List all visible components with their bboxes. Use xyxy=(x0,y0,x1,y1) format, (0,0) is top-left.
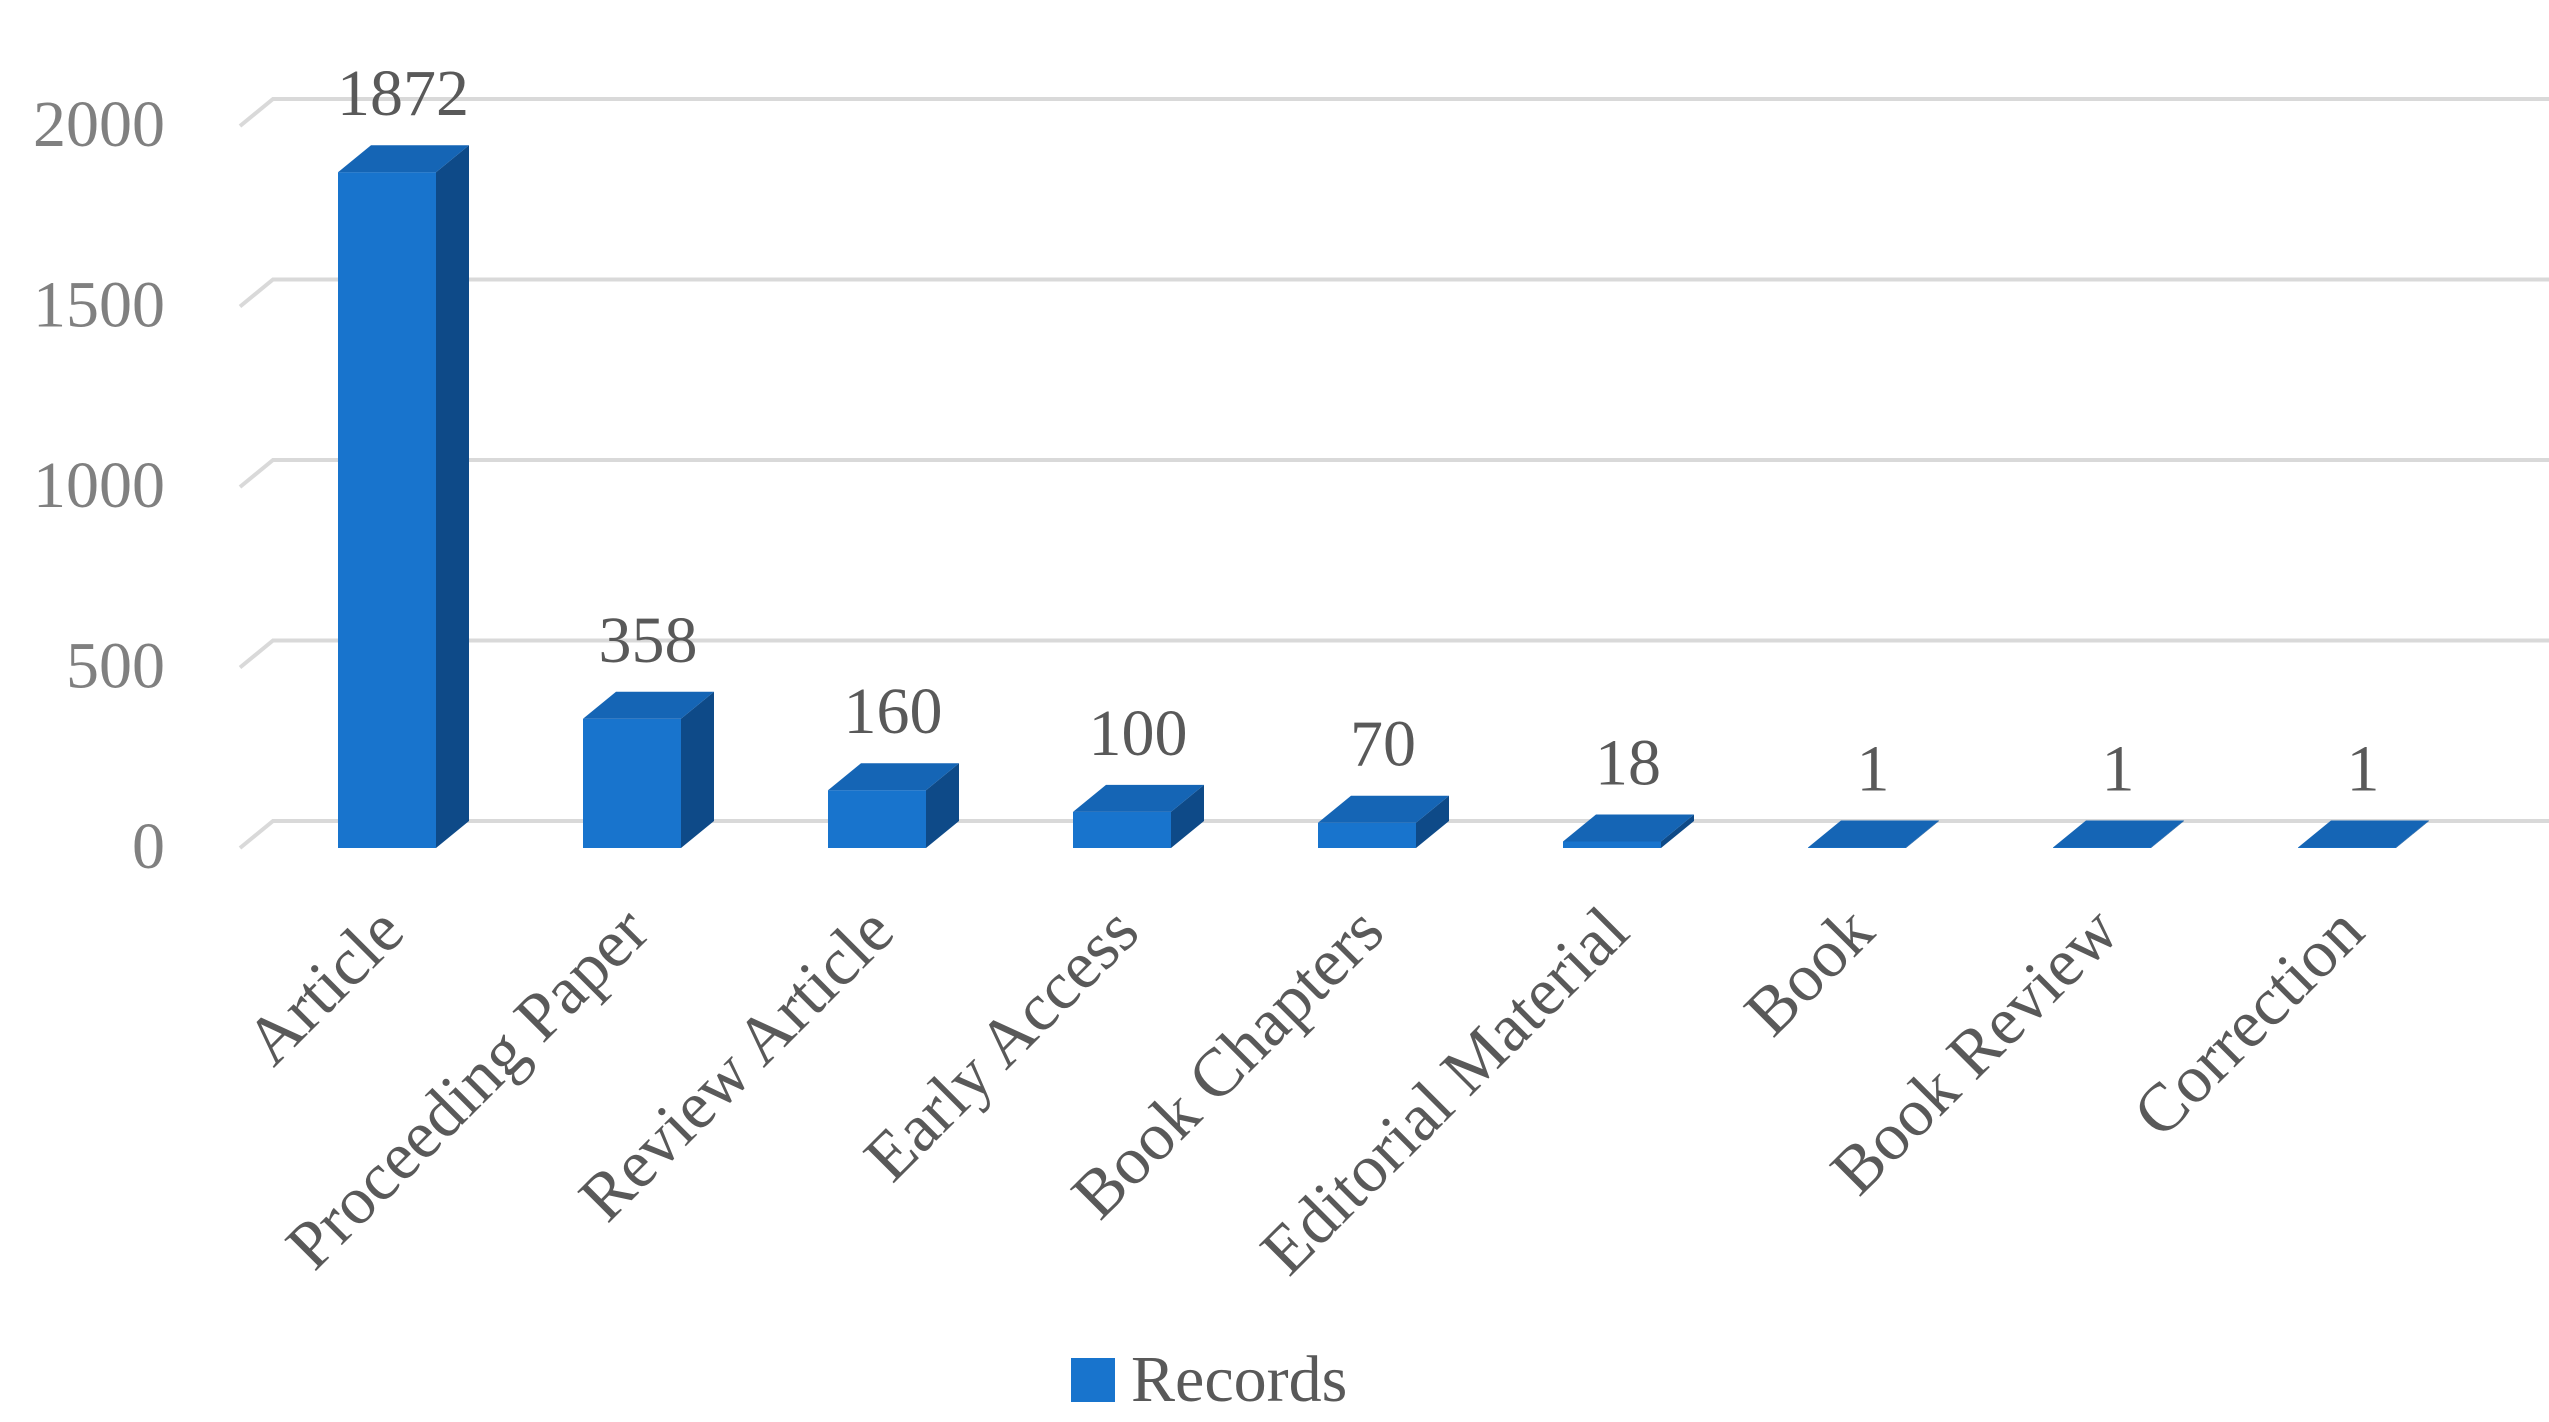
data-label: 1 xyxy=(2347,733,2380,806)
bar-top xyxy=(828,763,959,791)
bar xyxy=(1563,814,1694,848)
bar-top xyxy=(583,691,714,719)
data-labels: 1872 358 160 100 70 18 1 1 1 xyxy=(337,57,2380,805)
bar-side xyxy=(926,763,959,848)
bar-top xyxy=(1563,814,1694,842)
bar-side xyxy=(681,691,714,848)
bar xyxy=(1318,795,1449,848)
bar-front xyxy=(2053,847,2151,848)
data-label: 70 xyxy=(1350,708,1416,781)
bar-top xyxy=(1073,784,1204,812)
bar-front xyxy=(338,172,436,848)
bar-side xyxy=(1906,820,1939,848)
bar-top xyxy=(1318,795,1449,823)
bar-side xyxy=(2151,820,2184,848)
bar-side xyxy=(1661,814,1694,848)
data-label: 1872 xyxy=(337,57,469,130)
bar xyxy=(2298,820,2429,848)
bar-front xyxy=(1563,841,1661,848)
bar xyxy=(1073,784,1204,848)
bar-side xyxy=(2396,820,2429,848)
legend: Records xyxy=(1071,1340,1347,1420)
bar-front xyxy=(1073,811,1171,848)
y-tick-label: 500 xyxy=(66,630,165,703)
y-tick-label: 0 xyxy=(132,810,165,883)
data-label: 1 xyxy=(2102,733,2135,806)
y-tick-label: 1500 xyxy=(33,269,165,342)
bars xyxy=(338,145,2429,848)
y-tick-label: 2000 xyxy=(33,88,165,161)
x-category-label: Article xyxy=(230,892,417,1079)
data-label: 1 xyxy=(1857,733,1890,806)
data-label: 160 xyxy=(844,675,943,748)
y-axis-ticks: 0 500 1000 1500 2000 xyxy=(33,88,165,883)
bar-front xyxy=(2298,847,2396,848)
bar-front xyxy=(1808,847,1906,848)
bar-top xyxy=(1808,820,1939,848)
bar xyxy=(583,691,714,848)
bar-side xyxy=(1171,784,1204,848)
bar-side xyxy=(436,145,469,848)
x-category-label: Correction xyxy=(2118,892,2377,1151)
bar xyxy=(1808,820,1939,848)
bar xyxy=(2053,820,2184,848)
data-label: 100 xyxy=(1089,697,1188,770)
bar-front xyxy=(1318,822,1416,848)
bar-side xyxy=(1416,795,1449,848)
gridline xyxy=(238,638,2549,670)
bar-top xyxy=(2053,820,2184,848)
gridlines xyxy=(238,97,2549,850)
bar-front xyxy=(828,790,926,848)
bar-top xyxy=(2298,820,2429,848)
x-category-label: Book xyxy=(1730,892,1888,1050)
gridline xyxy=(238,819,2549,850)
bar xyxy=(338,145,469,848)
y-tick-label: 1000 xyxy=(33,449,165,522)
gridline xyxy=(238,97,2549,128)
bar-front xyxy=(583,718,681,848)
data-label: 358 xyxy=(599,604,698,677)
legend-swatch xyxy=(1071,1358,1115,1402)
bar xyxy=(828,763,959,848)
data-label: 18 xyxy=(1595,727,1661,800)
gridline xyxy=(238,458,2549,489)
gridline xyxy=(238,277,2549,309)
legend-label: Records xyxy=(1131,1343,1348,1416)
bar-top xyxy=(338,145,469,173)
